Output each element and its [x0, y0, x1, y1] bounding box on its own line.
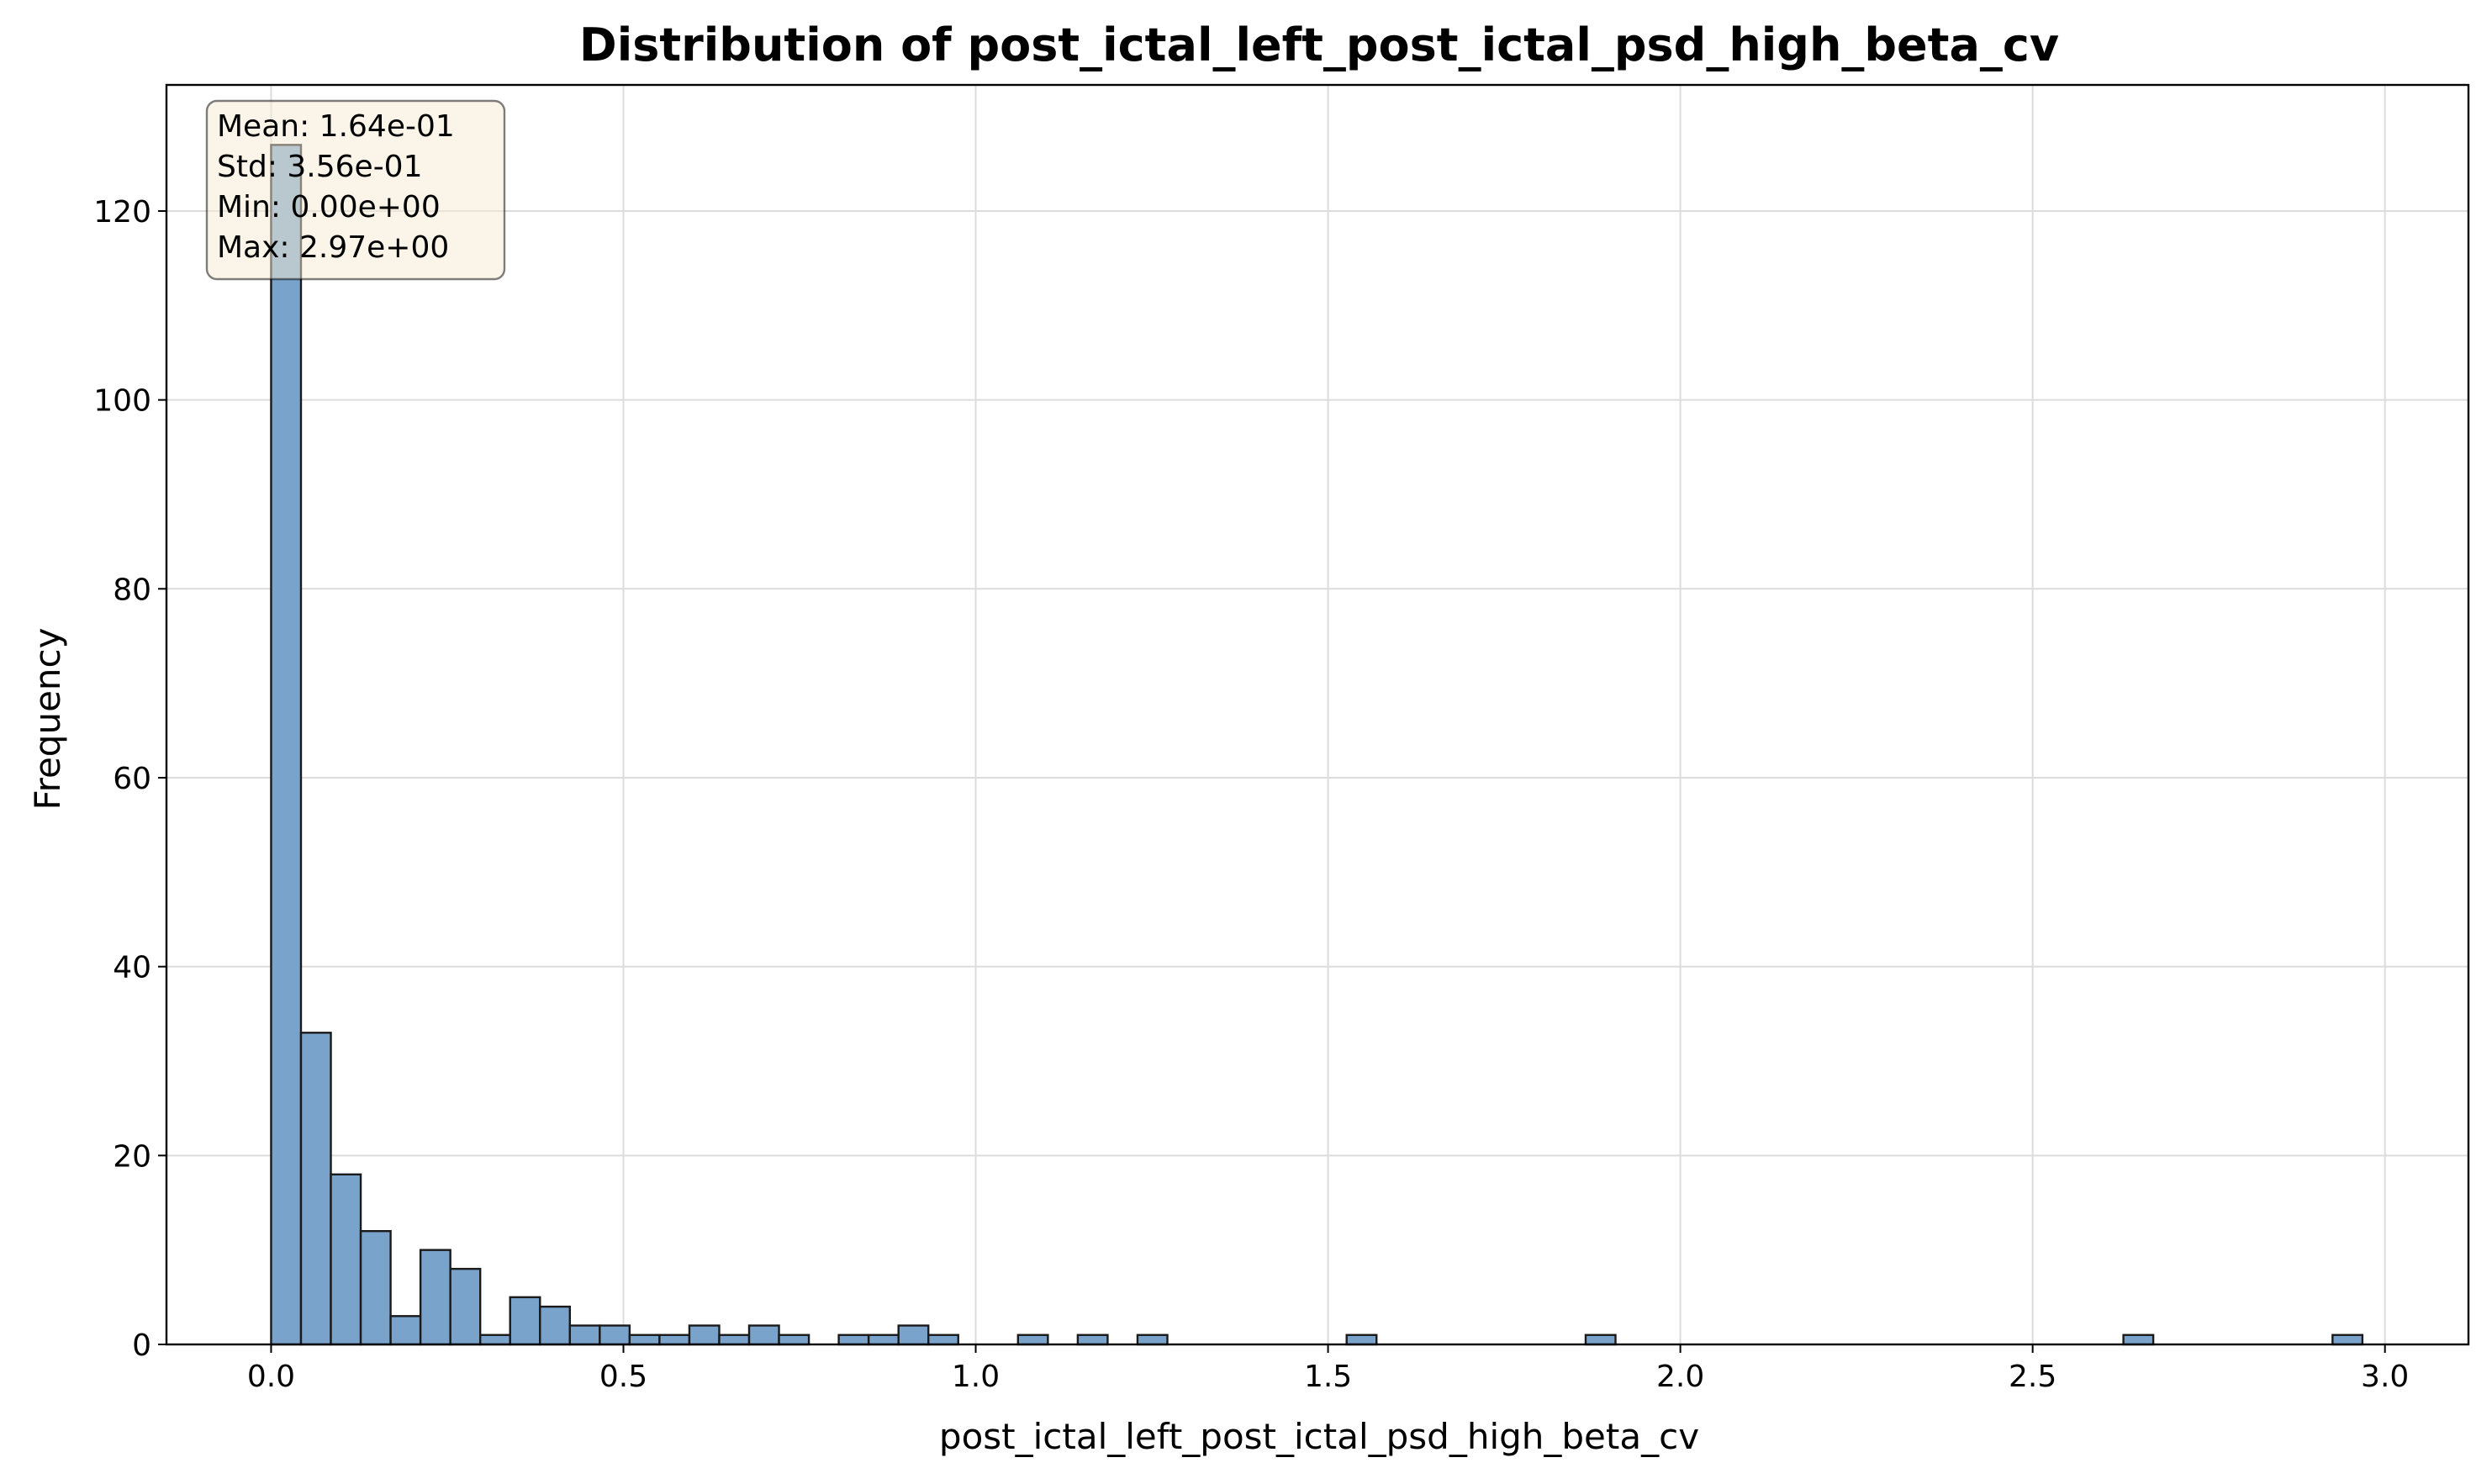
x-tick-label: 2.5: [2009, 1360, 2056, 1394]
histogram-bar: [1345, 1333, 1378, 1346]
x-tick-label: 2.0: [1656, 1360, 1704, 1394]
y-tick-label: 0: [132, 1328, 151, 1363]
histogram-bar: [897, 1324, 930, 1346]
histogram-bar: [330, 1173, 362, 1346]
y-tick-label: 20: [113, 1139, 151, 1174]
histogram-bar: [599, 1324, 631, 1346]
histogram-bar: [419, 1249, 451, 1346]
histogram-bar: [449, 1267, 482, 1346]
x-tick-label: 3.0: [2361, 1360, 2409, 1394]
chart-title: Distribution of post_ictal_left_post_ict…: [579, 18, 2059, 71]
y-tick-label: 80: [113, 573, 151, 607]
histogram-bar: [568, 1324, 601, 1346]
histogram-bar: [509, 1296, 541, 1346]
plot-frame: [165, 83, 2470, 1346]
histogram-bar: [867, 1333, 900, 1346]
histogram-bar: [927, 1333, 959, 1346]
histogram-bar: [539, 1305, 571, 1346]
y-tick-label: 120: [93, 195, 151, 230]
stats-box: Mean: 1.64e-01 Std: 3.56e-01 Min: 0.00e+…: [205, 99, 506, 281]
y-tick-label: 60: [113, 762, 151, 796]
stats-mean: Mean: 1.64e-01: [217, 109, 455, 144]
histogram-bar: [688, 1324, 721, 1346]
x-axis-ticks: 0.0 0.5 1.0 1.5 2.0 2.5 3.0: [247, 1344, 2409, 1394]
histogram-bar: [299, 1032, 332, 1346]
stats-box-background: [205, 99, 506, 281]
histogram-bars: [270, 144, 2364, 1346]
x-tick-label: 1.0: [952, 1360, 1000, 1394]
histogram-bar: [658, 1333, 691, 1346]
histogram-bar: [628, 1333, 661, 1346]
stats-std: Std: 3.56e-01: [217, 150, 423, 184]
stats-min: Min: 0.00e+00: [217, 190, 441, 224]
y-tick-label: 40: [113, 951, 151, 985]
histogram-bar: [1016, 1333, 1049, 1346]
histogram-bar: [837, 1333, 870, 1346]
histogram-bar: [478, 1333, 511, 1346]
histogram-bar: [1076, 1333, 1109, 1346]
x-tick-label: 0.5: [599, 1360, 647, 1394]
grid-lines: [166, 85, 2468, 1345]
histogram-bar: [747, 1324, 780, 1346]
histogram-bar: [778, 1333, 810, 1346]
x-tick-label: 1.5: [1304, 1360, 1352, 1394]
histogram-bar: [718, 1333, 751, 1346]
y-axis-ticks: 0 20 40 60 80 100 120: [93, 195, 166, 1363]
histogram-bar: [389, 1315, 422, 1346]
histogram-bar: [270, 144, 303, 1346]
x-tick-label: 0.0: [247, 1360, 295, 1394]
histogram-bar: [359, 1229, 392, 1346]
histogram-bar: [1584, 1333, 1617, 1346]
y-tick-label: 100: [93, 384, 151, 419]
stats-max: Max: 2.97e+00: [217, 230, 449, 265]
histogram-bar: [1136, 1333, 1169, 1346]
y-axis-label: Frequency: [27, 628, 68, 811]
histogram-bar: [2122, 1333, 2155, 1346]
histogram-bar: [2331, 1333, 2364, 1346]
x-axis-label: post_ictal_left_post_ictal_psd_high_beta…: [939, 1416, 1699, 1457]
